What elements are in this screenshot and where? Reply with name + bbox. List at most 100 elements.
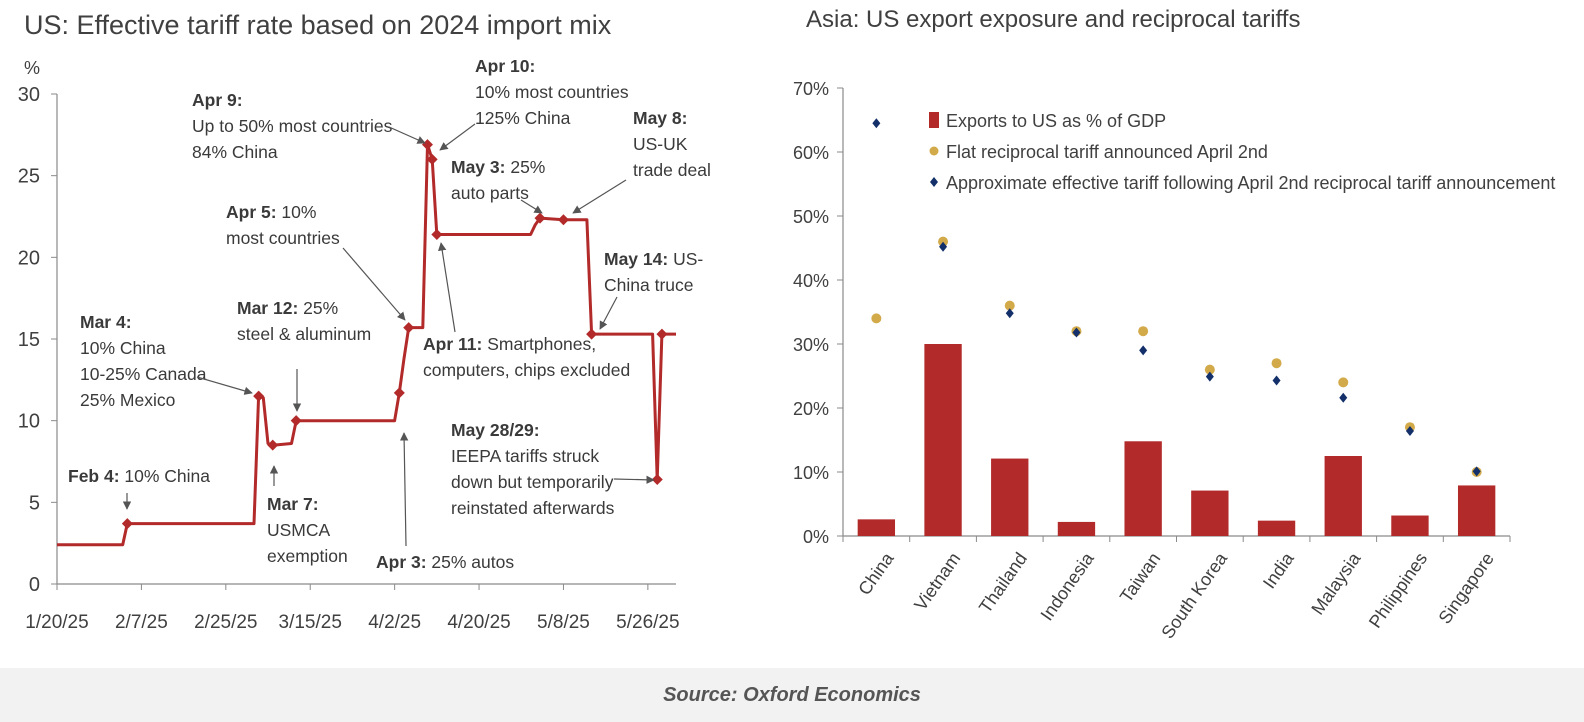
right-y-tick-label: 30%	[793, 335, 829, 355]
annotation-line: USMCA	[267, 520, 331, 540]
tariff-rate-marker	[656, 328, 668, 340]
annotation-line: 125% China	[475, 108, 571, 128]
annotation-date: Mar 12:	[237, 298, 298, 318]
right-chart-title: Asia: US export exposure and reciprocal …	[806, 6, 1301, 33]
annotation-arrow	[399, 432, 409, 547]
dot-flat-tariff-thailand	[1004, 300, 1015, 311]
asia-exposure-chart: 0% 10% 20% 30% 40% 50% 60% 70% China Vietnam Thail…	[793, 79, 1555, 642]
left-chart-title: US: Effective tariff rate based on 2024 …	[24, 10, 612, 40]
annotation-line: most countries	[226, 228, 340, 248]
diamond-effective-tariff-south-korea	[1205, 371, 1214, 382]
tariff-rate-marker	[253, 390, 265, 402]
annotation-line: 10%	[277, 202, 317, 222]
tariff-rate-marker	[534, 212, 546, 224]
annotation-arrow	[599, 296, 618, 330]
category-label: Vietnam	[910, 549, 964, 614]
annotation-line: IEEPA tariffs struck	[451, 446, 599, 466]
left-x-tick-label: 2/25/25	[194, 612, 257, 633]
annotation-mar7: Mar 7: USMCA exemption	[267, 494, 348, 566]
annotation-line: auto parts	[451, 183, 529, 203]
tariff-line-chart: % 0 5 10 15 20 25 30 1/20/25 2/7/25 2/25/25 3/15/25…	[18, 56, 711, 633]
right-y-tick-label: 70%	[793, 79, 829, 99]
category-label: Taiwan	[1116, 549, 1165, 606]
annotation-line: 25%	[298, 298, 338, 318]
annotation-arrow	[342, 247, 406, 321]
category-label: Indonesia	[1037, 548, 1099, 624]
right-y-tick-label: 60%	[793, 143, 829, 163]
right-y-tick-label: 0%	[803, 527, 829, 547]
annotation-line: down but temporarily	[451, 472, 614, 492]
left-x-tick-label: 3/15/25	[279, 612, 342, 633]
right-y-tick-label: 10%	[793, 463, 829, 483]
annotation-may14: May 14: US- China truce	[604, 249, 703, 295]
annotation-may28: May 28/29: IEEPA tariffs struck down but t…	[451, 420, 615, 518]
left-y-tick-label: 30	[18, 84, 40, 106]
annotation-apr5: Apr 5: 10% most countries	[226, 202, 340, 248]
diamond-effective-tariff-malaysia	[1339, 392, 1348, 403]
bar-exports-indonesia	[1057, 521, 1096, 536]
tariff-rate-marker	[403, 322, 415, 334]
annotation-line: 10% most countries	[475, 82, 629, 102]
annotation-line: 10% China	[80, 338, 166, 358]
left-y-tick-label: 20	[18, 247, 40, 269]
annotation-line: Smartphones,	[482, 334, 596, 354]
source-note: Source: Oxford Economics	[663, 684, 921, 706]
annotation-arrow	[439, 123, 476, 151]
tariff-rate-marker	[421, 139, 433, 151]
diamond-effective-tariff-china	[872, 118, 881, 129]
footer-bar: Source: Oxford Economics	[0, 668, 1584, 722]
annotation-mar4: Mar 4: 10% China 10-25% Canada 25% Mexico	[80, 312, 207, 410]
diamond-effective-tariff-india	[1272, 375, 1281, 386]
annotation-line: Up to 50% most countries	[192, 116, 393, 136]
annotation-line: reinstated afterwards	[451, 498, 615, 518]
annotation-apr10: Apr 10: 10% most countries 125% China	[475, 56, 629, 128]
diamond-effective-tariff-indonesia	[1072, 327, 1081, 338]
bar-exports-malaysia	[1324, 456, 1362, 536]
diamond-effective-tariff-singapore	[1472, 466, 1481, 477]
category-label: Singapore	[1434, 549, 1497, 628]
left-y-tick-label: 15	[18, 329, 40, 351]
annotation-date: May 8:	[633, 108, 687, 128]
annotation-arrow	[572, 179, 627, 214]
legend-entry: Exports to US as % of GDP	[946, 111, 1166, 131]
annotation-apr11: Apr 11: Smartphones, computers, chips exc…	[423, 334, 630, 380]
bar-exports-south-korea	[1191, 490, 1229, 536]
annotation-line: 10% China	[120, 466, 211, 486]
annotation-line: US-UK	[633, 134, 688, 154]
annotation-line: 84% China	[192, 142, 278, 162]
diamond-effective-tariff-philippines	[1405, 426, 1414, 437]
annotation-line: 10-25% Canada	[80, 364, 207, 384]
annotation-arrow	[520, 199, 543, 214]
tariff-rate-marker	[431, 228, 443, 240]
tariff-rate-marker	[267, 439, 279, 451]
annotation-apr9: Apr 9: Up to 50% most countries 84% China	[192, 90, 393, 162]
dot-flat-tariff-taiwan	[1138, 326, 1149, 337]
bar-exports-thailand	[991, 458, 1029, 536]
legend-bar-swatch	[929, 112, 939, 128]
annotation-apr3: Apr 3: 25% autos	[376, 552, 514, 572]
diamond-effective-tariff-thailand	[1005, 308, 1014, 319]
annotation-line: China truce	[604, 275, 694, 295]
annotation-line: steel & aluminum	[237, 324, 371, 344]
annotation-arrow	[196, 376, 253, 395]
annotation-date: Apr 9:	[192, 90, 243, 110]
annotation-feb4: Feb 4: 10% China	[68, 466, 210, 486]
legend-entry: Approximate effective tariff following A…	[946, 173, 1555, 193]
annotation-line: computers, chips excluded	[423, 360, 630, 380]
legend-entry: Flat reciprocal tariff announced April 2…	[946, 142, 1268, 162]
left-x-tick-label: 1/20/25	[25, 612, 88, 633]
annotation-mar12: Mar 12: 25% steel & aluminum	[237, 298, 371, 344]
dot-flat-tariff-india	[1271, 358, 1282, 369]
tariff-rate-marker	[393, 387, 405, 399]
annotation-date: Mar 4:	[80, 312, 132, 332]
left-x-tick-label: 4/2/25	[368, 612, 421, 633]
annotation-arrow	[613, 475, 655, 485]
dot-flat-tariff-vietnam	[938, 236, 949, 247]
tariff-rate-marker	[586, 328, 598, 340]
right-y-tick-label: 20%	[793, 399, 829, 419]
dot-flat-tariff-malaysia	[1338, 377, 1349, 388]
annotation-date: Apr 10:	[475, 56, 535, 76]
bar-exports-vietnam	[924, 344, 962, 536]
left-y-tick-label: 10	[18, 411, 40, 433]
